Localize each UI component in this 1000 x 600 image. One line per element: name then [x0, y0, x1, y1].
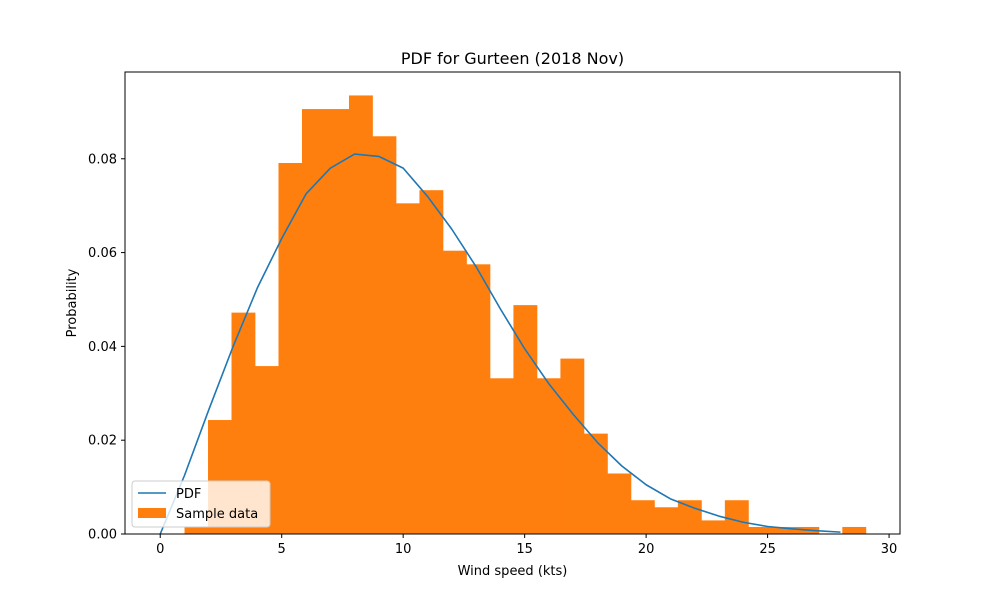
x-tick-label: 15	[516, 542, 533, 557]
histogram-bar	[630, 500, 655, 534]
histogram-bar	[701, 520, 726, 534]
histogram-bar	[513, 305, 538, 534]
histogram-bar	[442, 250, 467, 534]
histogram-bar	[325, 109, 350, 535]
y-tick-label: 0.08	[88, 152, 117, 167]
x-tick-label: 30	[881, 542, 898, 557]
x-axis-ticks: 0 5 10 15 20 25 30	[156, 534, 897, 557]
histogram-bar	[724, 500, 749, 534]
histogram-bar	[771, 526, 796, 534]
histogram-bars	[184, 95, 867, 535]
histogram-bar	[748, 526, 773, 534]
legend-pdf-label: PDF	[176, 487, 201, 502]
y-tick-label: 0.00	[88, 528, 117, 543]
histogram-bar	[560, 358, 585, 534]
y-axis-label: Probability	[65, 268, 80, 337]
histogram-bar	[372, 136, 397, 534]
legend: PDF Sample data	[131, 480, 271, 528]
y-tick-label: 0.04	[88, 340, 117, 355]
histogram-bar	[466, 264, 491, 534]
plot-frame	[124, 71, 901, 535]
histogram-bar	[419, 190, 444, 534]
x-tick-label: 25	[759, 542, 776, 557]
x-tick-label: 5	[278, 542, 286, 557]
histogram-bar	[301, 109, 326, 535]
histogram-bar	[654, 507, 679, 534]
x-tick-label: 10	[395, 542, 412, 557]
pdf-line	[159, 153, 841, 535]
x-tick-label: 0	[156, 542, 164, 557]
histogram-bar	[348, 95, 373, 534]
x-axis-label: Wind speed (kts)	[458, 564, 568, 579]
histogram-bar	[184, 526, 209, 534]
histogram-bar	[278, 162, 303, 534]
x-tick-label: 20	[638, 542, 655, 557]
histogram-bar	[536, 378, 561, 534]
y-tick-label: 0.02	[88, 434, 117, 449]
histogram-bar	[231, 312, 256, 534]
y-axis-ticks: 0.00 0.02 0.04 0.06 0.08	[88, 152, 125, 543]
histogram-bar	[607, 473, 632, 534]
pdf-line-group	[159, 153, 841, 535]
legend-sample-swatch	[138, 508, 166, 518]
histogram-bar	[583, 433, 608, 534]
legend-sample-label: Sample data	[176, 507, 258, 522]
legend-box	[131, 480, 271, 528]
chart-title: PDF for Gurteen (2018 Nov)	[401, 49, 624, 68]
histogram-bar	[842, 526, 867, 534]
histogram-bar	[677, 500, 702, 534]
y-tick-label: 0.06	[88, 246, 117, 261]
histogram-bar	[395, 203, 420, 534]
histogram-bar	[489, 378, 514, 534]
